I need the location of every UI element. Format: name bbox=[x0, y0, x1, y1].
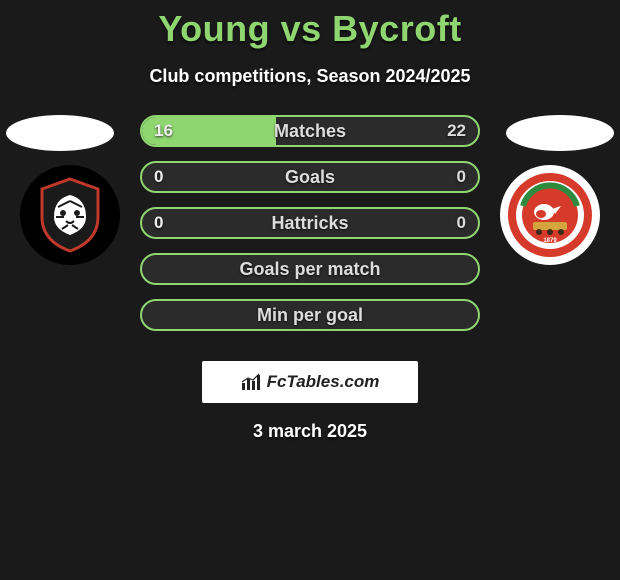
stat-left-value: 0 bbox=[154, 213, 163, 233]
footer-date: 3 march 2025 bbox=[0, 421, 620, 442]
stat-right-value: 0 bbox=[457, 167, 466, 187]
watermark-text: FcTables.com bbox=[267, 372, 380, 392]
stat-label: Goals per match bbox=[239, 259, 380, 280]
watermark-label: FcTables.com bbox=[241, 372, 380, 392]
stat-label: Min per goal bbox=[257, 305, 363, 326]
stat-row-hattricks: 0 Hattricks 0 bbox=[140, 207, 480, 239]
comparison-area: 1879 16 Matches 22 0 Goals 0 0 Hattricks… bbox=[0, 115, 620, 355]
club-badge-left bbox=[20, 165, 120, 265]
stat-label: Matches bbox=[274, 121, 346, 142]
stat-row-gpm: Goals per match bbox=[140, 253, 480, 285]
stat-left-value: 0 bbox=[154, 167, 163, 187]
stats-list: 16 Matches 22 0 Goals 0 0 Hattricks 0 Go… bbox=[140, 115, 480, 345]
season-subtitle: Club competitions, Season 2024/2025 bbox=[0, 66, 620, 87]
crest-icon: 1879 bbox=[507, 172, 593, 258]
stat-row-goals: 0 Goals 0 bbox=[140, 161, 480, 193]
player-disc-right bbox=[506, 115, 614, 151]
barchart-icon bbox=[241, 373, 263, 391]
stat-row-mpg: Min per goal bbox=[140, 299, 480, 331]
svg-text:1879: 1879 bbox=[543, 238, 557, 244]
stat-label: Hattricks bbox=[271, 213, 348, 234]
stat-right-value: 0 bbox=[457, 213, 466, 233]
player-disc-left bbox=[6, 115, 114, 151]
stat-label: Goals bbox=[285, 167, 335, 188]
stat-left-value: 16 bbox=[154, 121, 173, 141]
watermark: FcTables.com bbox=[202, 361, 418, 403]
club-badge-right: 1879 bbox=[500, 165, 600, 265]
stat-right-value: 22 bbox=[447, 121, 466, 141]
shield-icon bbox=[38, 177, 102, 253]
page-title: Young vs Bycroft bbox=[0, 0, 620, 50]
stat-row-matches: 16 Matches 22 bbox=[140, 115, 480, 147]
